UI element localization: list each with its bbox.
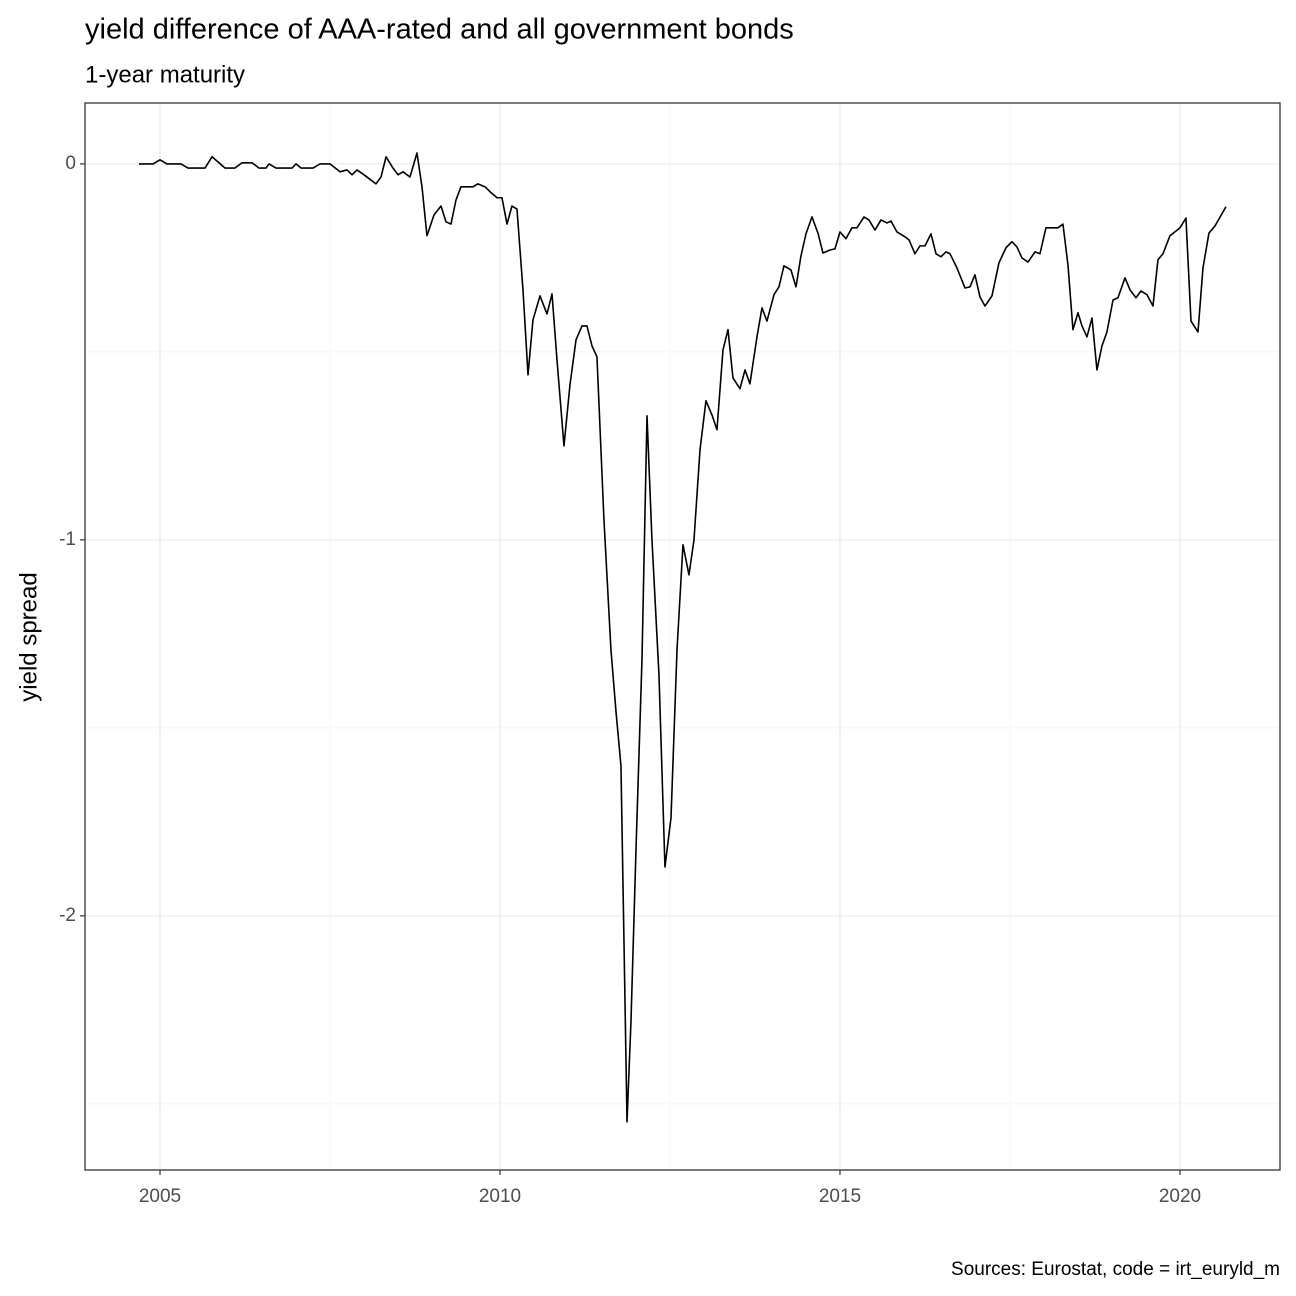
x-tick-label: 2005 (139, 1186, 181, 1207)
y-axis-label: yield spread (15, 572, 42, 701)
x-tick-label: 2015 (819, 1186, 861, 1207)
x-tick-label: 2020 (1159, 1186, 1201, 1207)
panel-border (84, 102, 1281, 1171)
x-tick-label: 2010 (479, 1186, 521, 1207)
chart-title: yield difference of AAA-rated and all go… (85, 14, 794, 46)
caption: Sources: Eurostat, code = irt_euryld_m (951, 1259, 1280, 1280)
chart-subtitle: 1-year maturity (85, 61, 245, 88)
y-tick-label: -1 (59, 529, 76, 550)
y-tick-label: 0 (65, 153, 76, 174)
data-line (138, 152, 1227, 1123)
y-tick-label: -2 (59, 905, 76, 926)
